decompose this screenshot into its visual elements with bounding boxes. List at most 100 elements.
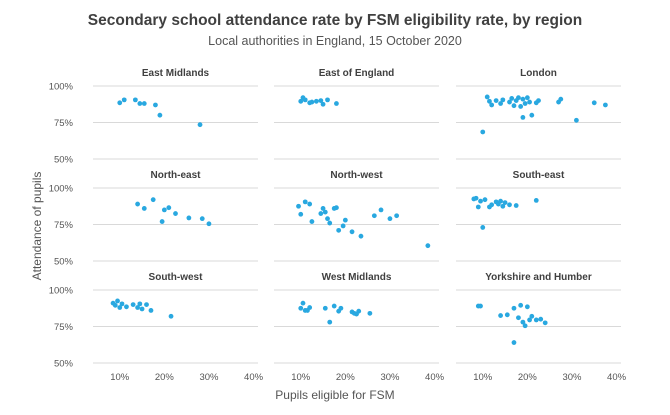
panel-north-west: North-west [274, 170, 439, 262]
x-tick-label: 30% [199, 372, 219, 383]
x-tick-label: 10% [473, 372, 493, 383]
data-point [524, 95, 530, 101]
panel-east-of-england: East of England [274, 68, 439, 160]
data-point [334, 205, 339, 211]
y-tick-label: 100% [49, 82, 74, 93]
data-point [484, 94, 490, 100]
panel-london: London [456, 68, 621, 160]
data-point [130, 302, 136, 307]
x-tick-label: 10% [110, 372, 130, 383]
data-point [487, 98, 492, 104]
data-point [166, 205, 172, 211]
data-point [150, 197, 156, 203]
data-point [538, 316, 544, 322]
x-tick-label: 20% [518, 372, 538, 383]
data-point [206, 221, 212, 227]
panel-south-east: South-east [456, 170, 621, 262]
data-point [148, 308, 154, 313]
data-point [336, 227, 342, 233]
panel-west-midlands: West Midlands 10% 20% 30% 40% [274, 272, 445, 383]
data-point [141, 101, 147, 106]
data-point [161, 207, 167, 213]
data-point [132, 97, 138, 103]
data-point [327, 220, 333, 226]
data-point [199, 216, 205, 222]
data-point [302, 97, 308, 103]
panel-title: West Midlands [322, 272, 392, 283]
data-point [498, 101, 503, 106]
data-point [500, 97, 506, 103]
data-point [520, 96, 526, 102]
x-tick-label: 40% [425, 372, 445, 383]
data-point [529, 313, 535, 319]
data-point [602, 102, 608, 108]
data-point [186, 215, 192, 221]
data-point [119, 301, 125, 307]
x-tick-label: 10% [291, 372, 311, 383]
data-point [112, 302, 118, 308]
data-point [480, 225, 486, 230]
data-point [527, 317, 532, 323]
data-point [574, 117, 579, 123]
y-tick-label: 50% [54, 359, 74, 370]
data-point [356, 308, 362, 314]
y-tick-label: 75% [54, 322, 74, 333]
data-point [507, 99, 512, 105]
data-point [117, 100, 123, 106]
panels-grid: East Midlands 100% 75% 50% East of England Lo… [49, 68, 627, 383]
y-tick-label: 100% [49, 286, 74, 297]
x-tick-label: 20% [155, 372, 175, 383]
data-point [331, 303, 337, 309]
data-point [520, 114, 526, 120]
data-point [298, 211, 304, 217]
data-point [117, 305, 123, 310]
data-point [325, 216, 330, 222]
data-point [371, 213, 377, 219]
panel-title: South-east [513, 170, 565, 181]
data-point [302, 199, 308, 205]
data-point [137, 101, 143, 106]
panel-yorkshire-and-humber: Yorkshire and Humber 10% 20% 30% 40% [456, 272, 627, 383]
data-point [137, 301, 143, 307]
y-tick-label: 75% [54, 118, 74, 129]
data-point [173, 211, 178, 216]
panel-title: East of England [319, 68, 395, 79]
data-point [473, 195, 479, 201]
data-point [197, 122, 203, 128]
data-point [139, 306, 145, 312]
data-point [498, 198, 503, 204]
data-point [144, 302, 149, 307]
panel-title: North-east [150, 170, 201, 181]
data-point [518, 302, 524, 308]
data-point [298, 305, 304, 311]
data-point [498, 313, 503, 318]
data-point [509, 96, 515, 101]
data-point [482, 197, 488, 203]
data-point [121, 97, 127, 103]
data-point [327, 319, 333, 325]
x-tick-label: 30% [380, 372, 400, 383]
panel-title: Yorkshire and Humber [485, 272, 592, 283]
data-point [387, 216, 393, 222]
data-point [358, 233, 364, 239]
data-point [542, 320, 548, 326]
chart-subtitle: Local authorities in England, 15 October… [208, 34, 462, 48]
x-tick-label: 30% [562, 372, 582, 383]
data-point [322, 209, 328, 215]
y-tick-label: 50% [54, 155, 74, 166]
data-point [325, 97, 330, 103]
data-point [318, 98, 324, 103]
y-tick-label: 50% [54, 257, 74, 268]
panel-east-midlands: East Midlands 100% 75% 50% [49, 68, 258, 166]
x-axis-label: Pupils eligible for FSM [275, 388, 394, 402]
data-point [516, 95, 521, 101]
data-point [300, 300, 306, 306]
data-point [141, 206, 147, 211]
data-point [489, 102, 495, 108]
x-tick-label: 20% [336, 372, 356, 383]
data-point [298, 98, 304, 104]
data-point [493, 98, 499, 103]
data-point [507, 202, 512, 208]
data-point [338, 305, 344, 311]
